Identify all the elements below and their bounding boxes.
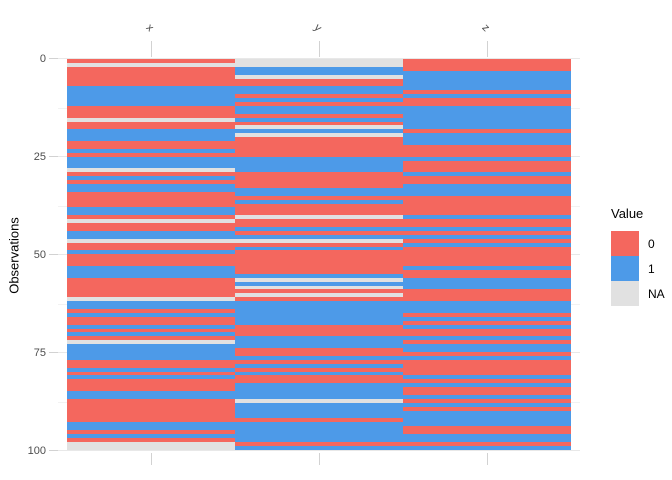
y-axis-tick <box>49 58 58 59</box>
major-gridline <box>58 450 580 451</box>
major-gridline <box>58 58 580 59</box>
legend-label-na: NA <box>648 286 665 301</box>
y-tick-label-100: 100 <box>27 445 46 457</box>
heatmap-column-x <box>67 59 235 451</box>
legend-title: Value <box>611 206 644 221</box>
y-tick-label-50: 50 <box>33 249 46 261</box>
legend-swatch-0 <box>611 231 639 256</box>
legend-swatch-1 <box>611 256 639 281</box>
y-axis-tick <box>49 156 58 157</box>
x-axis-label-z: z <box>479 21 492 35</box>
legend-key-1: 1 <box>604 256 665 281</box>
top-axis-tick <box>151 41 152 57</box>
y-tick-label-25: 25 <box>33 151 46 163</box>
legend-label-0: 0 <box>648 236 655 251</box>
heatmap-column-y <box>235 59 403 451</box>
heatmap-column-z <box>403 59 571 451</box>
x-axis-label-y: y <box>311 21 324 35</box>
bottom-axis-tick <box>319 453 320 465</box>
top-axis-tick <box>319 41 320 57</box>
legend-key-0: 0 <box>604 231 665 256</box>
x-axis-label-x: x <box>143 21 156 35</box>
y-tick-label-0: 0 <box>39 53 46 65</box>
legend-label-1: 1 <box>648 261 655 276</box>
bottom-axis-tick <box>487 453 488 465</box>
legend: Value 0 1 NA <box>604 206 665 306</box>
y-axis-tick <box>49 352 58 353</box>
y-tick-label-75: 75 <box>33 347 46 359</box>
legend-swatch-na <box>611 281 639 306</box>
bottom-axis-tick <box>151 453 152 465</box>
y-axis-tick <box>49 254 58 255</box>
top-axis-tick <box>487 41 488 57</box>
y-axis-tick <box>49 450 58 451</box>
legend-key-na: NA <box>604 281 665 306</box>
